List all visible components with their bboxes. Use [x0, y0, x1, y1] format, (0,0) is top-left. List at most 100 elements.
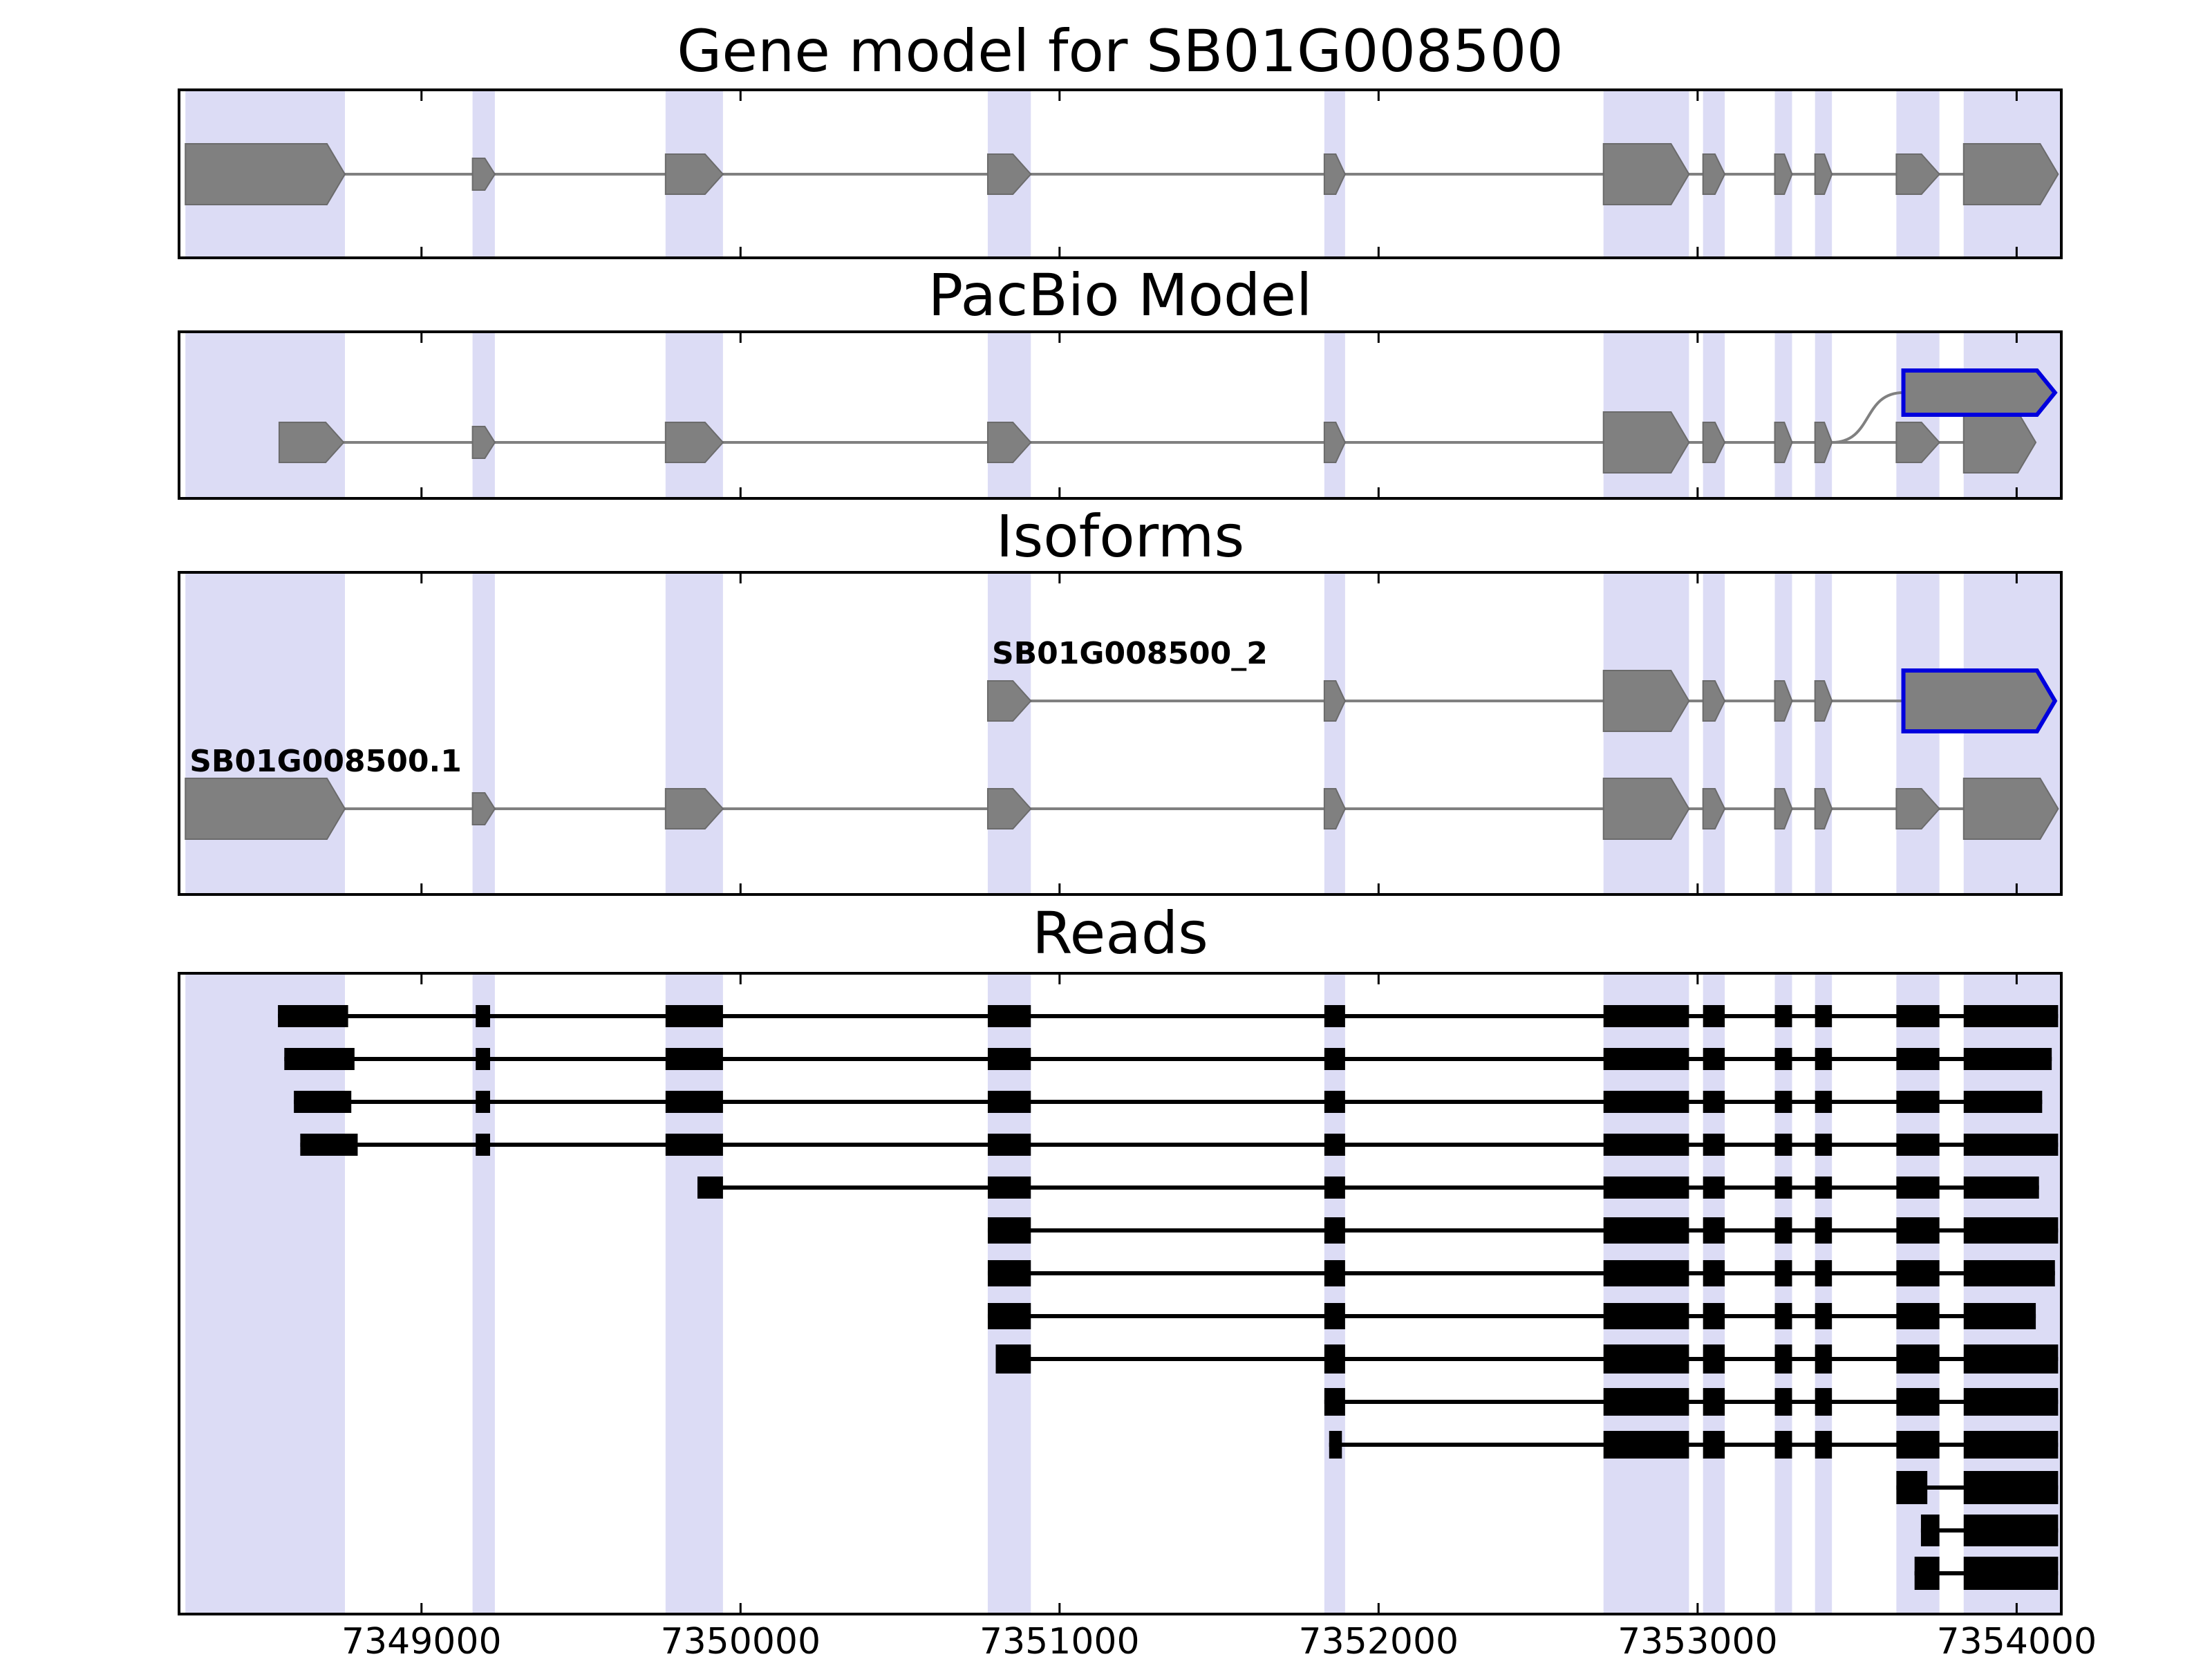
read-exon-block	[1774, 1431, 1792, 1459]
read-exon-block	[1703, 1005, 1725, 1027]
exon	[986, 788, 1032, 830]
read-exon-block	[1963, 1217, 2059, 1244]
exon-highlight-band	[1603, 973, 1689, 1614]
exon	[1895, 422, 1941, 463]
read-exon-block	[1963, 1048, 2052, 1070]
read-exon-block	[1896, 1260, 1940, 1286]
exon-highlight-band	[1774, 332, 1792, 498]
read-exon-block	[1896, 1134, 1940, 1156]
exon	[1774, 680, 1793, 722]
read-exon-block	[1896, 1303, 1940, 1329]
read-exon-block	[476, 1048, 490, 1070]
x-tick-label: 7354000	[1937, 1621, 2097, 1659]
exon-highlight-band	[1815, 973, 1833, 1614]
exon-highlight-band	[665, 572, 723, 894]
exon-highlight-band	[185, 973, 345, 1614]
exon	[1814, 153, 1833, 195]
read-exon-block	[1896, 1005, 1940, 1027]
exon	[471, 158, 496, 191]
read-exon-block	[1896, 1091, 1940, 1113]
x-tick-label: 7350000	[660, 1621, 821, 1659]
exon-highlight-band	[472, 572, 495, 894]
read-exon-block	[987, 1303, 1031, 1329]
read-exon-block	[1603, 1388, 1689, 1416]
read-exon-block	[1815, 1048, 1833, 1070]
read-exon-block	[1324, 1388, 1345, 1416]
exon	[471, 426, 496, 459]
exon-highlight-band	[1774, 973, 1792, 1614]
read-exon-block	[1815, 1388, 1833, 1416]
read-exon-block	[1815, 1217, 1833, 1244]
read-exon-block	[1603, 1303, 1689, 1329]
exon	[471, 792, 496, 825]
exon-highlight-band	[1896, 973, 1940, 1614]
exon-highlight-band	[1815, 332, 1833, 498]
exon-highlight-band	[1815, 572, 1833, 894]
read-exon-block	[1324, 1134, 1345, 1156]
read-exon-block	[1324, 1217, 1345, 1244]
read-exon-block	[1703, 1177, 1725, 1199]
read-exon-block	[1815, 1431, 1833, 1459]
read-exon-block	[987, 1217, 1031, 1244]
read-exon-block	[1896, 1431, 1940, 1459]
exon-highlight-band	[1603, 572, 1689, 894]
exon-highlight-band	[1703, 572, 1725, 894]
read-exon-block	[1703, 1048, 1725, 1070]
panel-title-pacbio-model: PacBio Model	[928, 261, 1313, 329]
read-exon-block	[987, 1091, 1031, 1113]
read-exon-block	[1703, 1134, 1725, 1156]
exon	[1814, 422, 1833, 463]
x-tick-label: 7353000	[1618, 1621, 1778, 1659]
exon	[1702, 788, 1726, 830]
exon	[986, 153, 1032, 195]
read-exon-block	[1774, 1260, 1792, 1286]
read-exon-block	[1603, 1431, 1689, 1459]
isoform-label: SB01G008500.1	[189, 744, 462, 779]
read-exon-block	[476, 1134, 490, 1156]
panel-reads	[178, 972, 2063, 1615]
read-exon-block	[1324, 1260, 1345, 1286]
read-exon-block	[1703, 1091, 1725, 1113]
exon	[1774, 153, 1793, 195]
read-exon-block	[1603, 1344, 1689, 1374]
exon-highlight-band	[987, 332, 1031, 498]
read-exon-block	[1963, 1471, 2059, 1504]
read-exon-block	[1774, 1303, 1792, 1329]
read-exon-block	[1603, 1091, 1689, 1113]
read-exon-block	[1603, 1048, 1689, 1070]
exon	[664, 788, 724, 830]
exon	[1702, 680, 1726, 722]
exon	[1323, 680, 1346, 722]
read-exon-block	[1963, 1091, 2043, 1113]
exon-highlight-band	[185, 572, 345, 894]
read-exon-block	[284, 1048, 355, 1070]
read-exon-block	[1324, 1005, 1345, 1027]
exon-highlight-band	[987, 572, 1031, 894]
read-exon-block	[1703, 1344, 1725, 1374]
read-exon-block	[1774, 1005, 1792, 1027]
panel-title-gene-model: Gene model for SB01G008500	[677, 17, 1564, 85]
panel-border	[178, 88, 2063, 259]
exon	[1702, 153, 1726, 195]
exon	[1702, 422, 1726, 463]
exon-highlight-band	[665, 332, 723, 498]
exon-highlight-band	[1324, 572, 1345, 894]
exon	[1602, 411, 1690, 474]
read-exon-block	[1963, 1260, 2055, 1286]
read-exon-block	[1815, 1344, 1833, 1374]
x-tick-label: 7351000	[980, 1621, 1140, 1659]
exon	[1602, 143, 1690, 205]
exon-highlight-band	[1324, 332, 1345, 498]
read-exon-block	[1324, 1177, 1345, 1199]
read-exon-block	[1815, 1260, 1833, 1286]
exon-highlight-band	[987, 973, 1031, 1614]
read-exon-block	[1703, 1431, 1725, 1459]
read-exon-block	[1774, 1344, 1792, 1374]
isoform-label: SB01G008500_2	[992, 636, 1268, 671]
exon	[986, 422, 1032, 463]
exon	[1814, 788, 1833, 830]
read-exon-block	[1963, 1344, 2059, 1374]
panel-title-reads: Reads	[1032, 899, 1208, 967]
